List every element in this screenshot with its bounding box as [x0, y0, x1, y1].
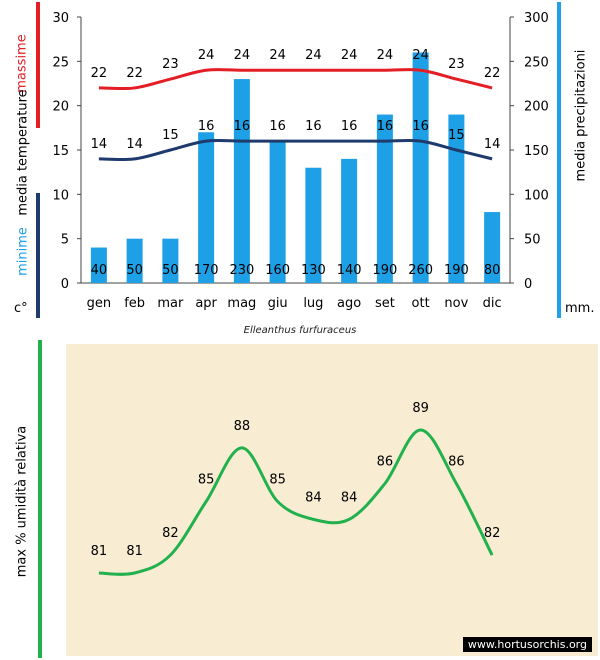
min-temp-label: 15	[162, 128, 179, 143]
precip-bar	[233, 79, 250, 283]
precip-label: 130	[301, 263, 326, 278]
humidity-label: 85	[269, 473, 286, 488]
y-right-tick-label: 250	[524, 55, 549, 70]
humidity-label: 86	[377, 455, 394, 470]
month-label: giu	[268, 296, 288, 311]
precip-label: 260	[408, 263, 433, 278]
month-label: feb	[124, 296, 145, 311]
precip-bar	[162, 238, 179, 283]
min-temp-label: 16	[198, 119, 215, 134]
precip-bar	[484, 212, 501, 283]
precip-label: 190	[372, 263, 397, 278]
y-left-tick-label: 10	[52, 188, 69, 203]
y-right-tick-label: 200	[524, 100, 549, 115]
label-humidity-axis: max % umidità relativa	[14, 425, 30, 578]
month-label: ott	[412, 296, 430, 311]
precip-bar	[198, 132, 215, 283]
precip-label: 40	[91, 263, 108, 278]
month-label: ago	[337, 296, 361, 311]
y-right-tick-label: 0	[524, 277, 532, 292]
y-right-tick-label: 100	[524, 188, 549, 203]
month-label: lug	[303, 296, 323, 311]
max-temp-label: 23	[162, 57, 179, 72]
precip-label: 230	[229, 263, 254, 278]
precip-label: 50	[162, 263, 179, 278]
max-temp-label: 24	[341, 48, 358, 63]
max-temp-label: 24	[234, 48, 251, 63]
max-temp-label: 22	[484, 66, 501, 81]
humidity-label: 85	[198, 473, 215, 488]
y-right-tick-label: 300	[524, 11, 549, 26]
humidity-label: 89	[412, 401, 429, 416]
label-mm: mm.	[565, 301, 595, 316]
humidity-label: 84	[305, 490, 322, 505]
precip-bar	[376, 114, 393, 284]
y-left-tick-label: 30	[52, 11, 69, 26]
min-temp-label: 16	[305, 119, 322, 134]
humidity-label: 88	[234, 419, 251, 434]
species-name: Elleanthus furfuraceus	[243, 325, 357, 336]
max-temp-label: 23	[448, 57, 465, 72]
humidity-line	[98, 428, 494, 576]
precip-bar	[305, 167, 322, 283]
precip-label: 170	[194, 263, 219, 278]
min-temp-label: 16	[269, 119, 286, 134]
max-temp-label: 24	[198, 48, 215, 63]
max-temp-label: 24	[269, 48, 286, 63]
min-temp-label: 16	[412, 119, 429, 134]
precip-bar	[90, 247, 107, 283]
month-label: nov	[444, 296, 468, 311]
precip-label: 160	[265, 263, 290, 278]
humidity-label: 82	[162, 526, 179, 541]
min-temp-label: 16	[234, 119, 251, 134]
y-right-tick-label: 150	[524, 144, 549, 159]
precip-label: 80	[484, 263, 501, 278]
precip-bar	[412, 52, 429, 283]
humidity-chart-background	[66, 344, 598, 656]
precip-bar	[269, 141, 286, 283]
min-temp-label: 14	[484, 137, 501, 152]
month-label: mar	[157, 296, 184, 311]
humidity-label: 86	[448, 455, 465, 470]
y-left-tick-label: 15	[52, 144, 69, 159]
precip-bar	[126, 238, 143, 283]
month-label: mag	[227, 296, 256, 311]
y-left-tick-label: 20	[52, 100, 69, 115]
max-temp-label: 22	[91, 66, 108, 81]
precip-label: 190	[444, 263, 469, 278]
precip-bar	[448, 114, 465, 284]
max-temp-label: 24	[412, 48, 429, 63]
min-temp-label: 16	[341, 119, 358, 134]
month-label: dic	[483, 296, 502, 311]
y-left-tick-label: 0	[61, 277, 69, 292]
humidity-label: 81	[91, 544, 108, 559]
month-label: set	[375, 296, 395, 311]
min-temp-label: 14	[126, 137, 143, 152]
y-left-tick-label: 25	[52, 55, 69, 70]
max-temp-line	[98, 68, 493, 91]
y-right-tick-label: 50	[524, 233, 541, 248]
label-celsius: c°	[14, 301, 28, 316]
max-temp-label: 22	[126, 66, 143, 81]
min-temp-label: 16	[377, 119, 394, 134]
min-temp-label: 14	[91, 137, 108, 152]
min-temp-line	[98, 138, 493, 162]
precip-bar	[341, 158, 358, 283]
humidity-label: 82	[484, 526, 501, 541]
site-credit: www.hortusorchis.org	[462, 637, 592, 652]
max-temp-label: 24	[377, 48, 394, 63]
month-label: apr	[195, 296, 217, 311]
min-temp-label: 15	[448, 128, 465, 143]
month-label: gen	[87, 296, 112, 311]
max-temp-label: 24	[305, 48, 322, 63]
precip-label: 140	[337, 263, 362, 278]
precip-label: 50	[126, 263, 143, 278]
y-left-tick-label: 5	[61, 233, 69, 248]
humidity-label: 84	[341, 490, 358, 505]
humidity-label: 81	[126, 544, 143, 559]
